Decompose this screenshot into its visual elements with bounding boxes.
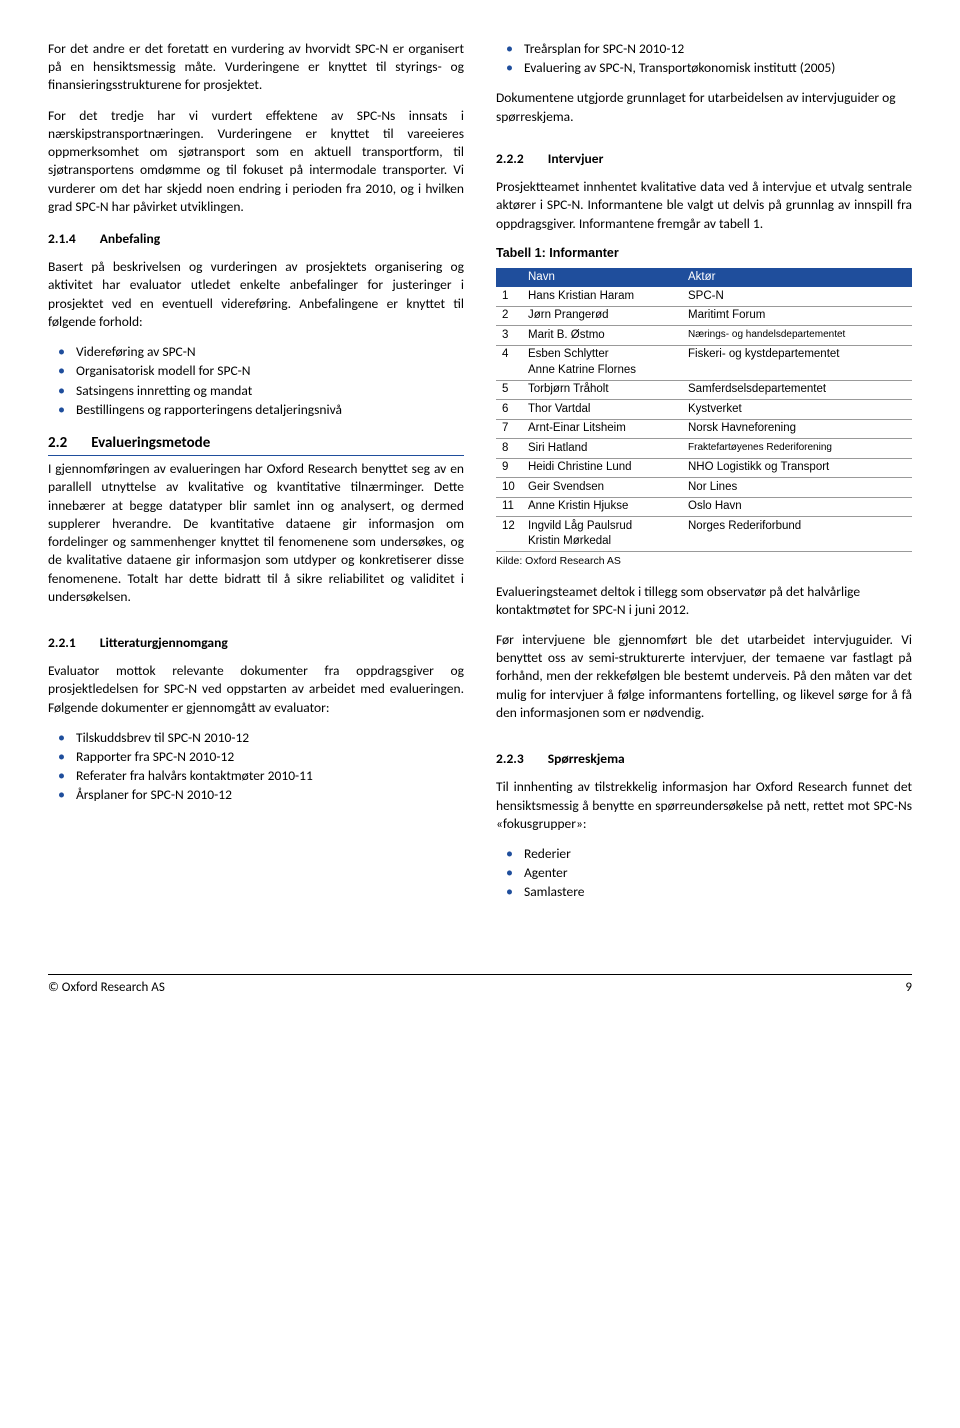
table-row: 10Geir SvendsenNor Lines	[496, 478, 912, 498]
table-cell: Norges Rederiforbund	[682, 517, 912, 552]
list-item: Agenter	[496, 864, 912, 882]
table-row: 7Arnt-Einar LitsheimNorsk Havneforening	[496, 419, 912, 439]
heading-text: Intervjuer	[548, 150, 604, 168]
list-item: Referater fra halvårs kontaktmøter 2010-…	[48, 767, 464, 785]
table-source: Kilde: Oxford Research AS	[496, 554, 912, 568]
table-cell: Fraktefartøyenes Rederiforening	[682, 439, 912, 459]
table-row: 9Heidi Christine LundNHO Logistikk og Tr…	[496, 458, 912, 478]
body-paragraph: Evalueringsteamet deltok i tillegg som o…	[496, 583, 912, 619]
table-cell: 11	[496, 497, 522, 517]
table-cell: SPC-N	[682, 287, 912, 306]
table-row: 8Siri HatlandFraktefartøyenes Rederifore…	[496, 439, 912, 459]
table-cell: Arnt-Einar Litsheim	[522, 419, 682, 439]
heading-number: 2.2.1	[48, 634, 76, 652]
bullet-list: Tilskuddsbrev til SPC-N 2010-12 Rapporte…	[48, 729, 464, 805]
list-item: Organisatorisk modell for SPC-N	[48, 362, 464, 380]
table-row: 12Ingvild Låg PaulsrudKristin MørkedalNo…	[496, 517, 912, 552]
table-cell: Thor Vartdal	[522, 400, 682, 420]
heading-number: 2.2	[48, 433, 67, 453]
table-cell: Kystverket	[682, 400, 912, 420]
heading-2-2-3: 2.2.3 Spørreskjema	[496, 750, 912, 768]
body-paragraph: Til innhenting av tilstrekkelig informas…	[496, 778, 912, 833]
bullet-list: Treårsplan for SPC-N 2010-12 Evaluering …	[496, 40, 912, 77]
table-cell: Nor Lines	[682, 478, 912, 498]
list-item: Bestillingens og rapporteringens detalje…	[48, 401, 464, 419]
table-header: Navn	[522, 268, 682, 288]
table-cell: 1	[496, 287, 522, 306]
table-cell: 4	[496, 345, 522, 380]
table-cell: Norsk Havneforening	[682, 419, 912, 439]
table-cell: 2	[496, 306, 522, 326]
heading-number: 2.2.2	[496, 150, 524, 168]
heading-number: 2.1.4	[48, 230, 76, 248]
table-cell: NHO Logistikk og Transport	[682, 458, 912, 478]
table-cell: Heidi Christine Lund	[522, 458, 682, 478]
table-header	[496, 268, 522, 288]
list-item: Samlastere	[496, 883, 912, 901]
table-cell: Nærings- og handelsdepartementet	[682, 326, 912, 346]
body-paragraph: For det tredje har vi vurdert effektene …	[48, 107, 464, 216]
list-item: Årsplaner for SPC-N 2010-12	[48, 786, 464, 804]
bullet-list: Videreføring av SPC-N Organisatorisk mod…	[48, 343, 464, 419]
table-row: 3Marit B. ØstmoNærings- og handelsdepart…	[496, 326, 912, 346]
body-paragraph: Dokumentene utgjorde grunnlaget for utar…	[496, 89, 912, 125]
list-item: Tilskuddsbrev til SPC-N 2010-12	[48, 729, 464, 747]
table-cell: Hans Kristian Haram	[522, 287, 682, 306]
informants-table: Navn Aktør 1Hans Kristian HaramSPC-N2Jør…	[496, 268, 912, 553]
body-paragraph: I gjennomføringen av evalueringen har Ox…	[48, 460, 464, 606]
table-cell: 3	[496, 326, 522, 346]
table-row: 2Jørn PrangerødMaritimt Forum	[496, 306, 912, 326]
table-cell: 7	[496, 419, 522, 439]
heading-text: Litteraturgjennomgang	[100, 634, 228, 652]
list-item: Satsingens innretting og mandat	[48, 382, 464, 400]
table-row: 11Anne Kristin HjukseOslo Havn	[496, 497, 912, 517]
heading-text: Spørreskjema	[548, 750, 625, 768]
table-cell: Oslo Havn	[682, 497, 912, 517]
heading-number: 2.2.3	[496, 750, 524, 768]
body-paragraph: Prosjektteamet innhentet kvalitative dat…	[496, 178, 912, 233]
table-cell: 8	[496, 439, 522, 459]
table-row: 1Hans Kristian HaramSPC-N	[496, 287, 912, 306]
table-caption: Tabell 1: Informanter	[496, 245, 912, 262]
table-cell: 10	[496, 478, 522, 498]
table-cell: Torbjørn Tråholt	[522, 380, 682, 400]
table-cell: Ingvild Låg PaulsrudKristin Mørkedal	[522, 517, 682, 552]
body-paragraph: Før intervjuene ble gjennomført ble det …	[496, 631, 912, 722]
heading-2-2-1: 2.2.1 Litteraturgjennomgang	[48, 634, 464, 652]
heading-text: Anbefaling	[100, 230, 160, 248]
footer-page-number: 9	[905, 979, 912, 997]
list-item: Rapporter fra SPC-N 2010-12	[48, 748, 464, 766]
bullet-list: Rederier Agenter Samlastere	[496, 845, 912, 902]
table-cell: Fiskeri- og kystdepartementet	[682, 345, 912, 380]
table-cell: 6	[496, 400, 522, 420]
table-cell: Siri Hatland	[522, 439, 682, 459]
heading-2-2-2: 2.2.2 Intervjuer	[496, 150, 912, 168]
footer-copyright: © Oxford Research AS	[48, 979, 165, 997]
body-paragraph: Evaluator mottok relevante dokumenter fr…	[48, 662, 464, 717]
body-paragraph: For det andre er det foretatt en vurderi…	[48, 40, 464, 95]
table-row: 6Thor VartdalKystverket	[496, 400, 912, 420]
heading-text: Evalueringsmetode	[91, 433, 210, 453]
table-row: 4Esben SchlytterAnne Katrine FlornesFisk…	[496, 345, 912, 380]
table-cell: Geir Svendsen	[522, 478, 682, 498]
list-item: Videreføring av SPC-N	[48, 343, 464, 361]
table-cell: Samferdselsdepartementet	[682, 380, 912, 400]
page-footer: © Oxford Research AS 9	[48, 974, 912, 997]
heading-2-2: 2.2 Evalueringsmetode	[48, 433, 464, 456]
table-cell: Esben SchlytterAnne Katrine Flornes	[522, 345, 682, 380]
body-paragraph: Basert på beskrivelsen og vurderingen av…	[48, 258, 464, 331]
table-cell: 9	[496, 458, 522, 478]
list-item: Evaluering av SPC-N, Transportøkonomisk …	[496, 59, 912, 77]
table-cell: Anne Kristin Hjukse	[522, 497, 682, 517]
table-cell: 12	[496, 517, 522, 552]
list-item: Treårsplan for SPC-N 2010-12	[496, 40, 912, 58]
table-cell: 5	[496, 380, 522, 400]
heading-2-1-4: 2.1.4 Anbefaling	[48, 230, 464, 248]
table-header: Aktør	[682, 268, 912, 288]
table-cell: Marit B. Østmo	[522, 326, 682, 346]
table-row: 5Torbjørn TråholtSamferdselsdepartemente…	[496, 380, 912, 400]
table-cell: Jørn Prangerød	[522, 306, 682, 326]
list-item: Rederier	[496, 845, 912, 863]
table-cell: Maritimt Forum	[682, 306, 912, 326]
